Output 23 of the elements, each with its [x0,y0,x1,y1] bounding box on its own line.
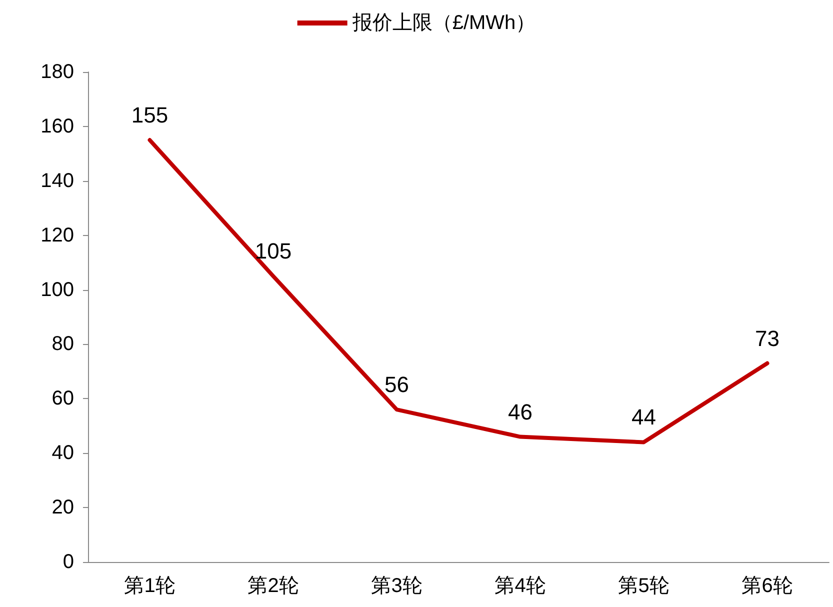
data-label: 46 [508,399,532,424]
data-label: 105 [254,238,292,264]
x-tick-label: 第1轮 [124,575,176,597]
x-tick-label: 第2轮 [248,575,299,597]
legend-label: 报价上限（£/MWh） [351,12,536,34]
x-tick-label: 第6轮 [742,575,793,597]
y-tick-label: 160 [40,115,74,138]
y-tick-label: 40 [52,442,74,464]
y-tick-label: 120 [40,224,74,246]
data-label: 56 [384,372,409,398]
data-label: 44 [632,404,656,430]
x-tick-label: 第3轮 [371,575,422,597]
x-tick-label: 第4轮 [494,575,546,597]
y-tick-label: 180 [40,61,74,83]
y-tick-label: 100 [40,278,74,301]
y-tick-label: 80 [52,333,74,356]
y-tick-label: 20 [52,496,74,519]
y-tick-label: 60 [52,388,74,410]
data-label: 155 [131,102,168,128]
data-label: 73 [755,326,780,351]
y-tick-label: 0 [62,551,74,573]
x-tick-label: 第5轮 [618,575,670,597]
y-tick-label: 140 [40,170,74,192]
